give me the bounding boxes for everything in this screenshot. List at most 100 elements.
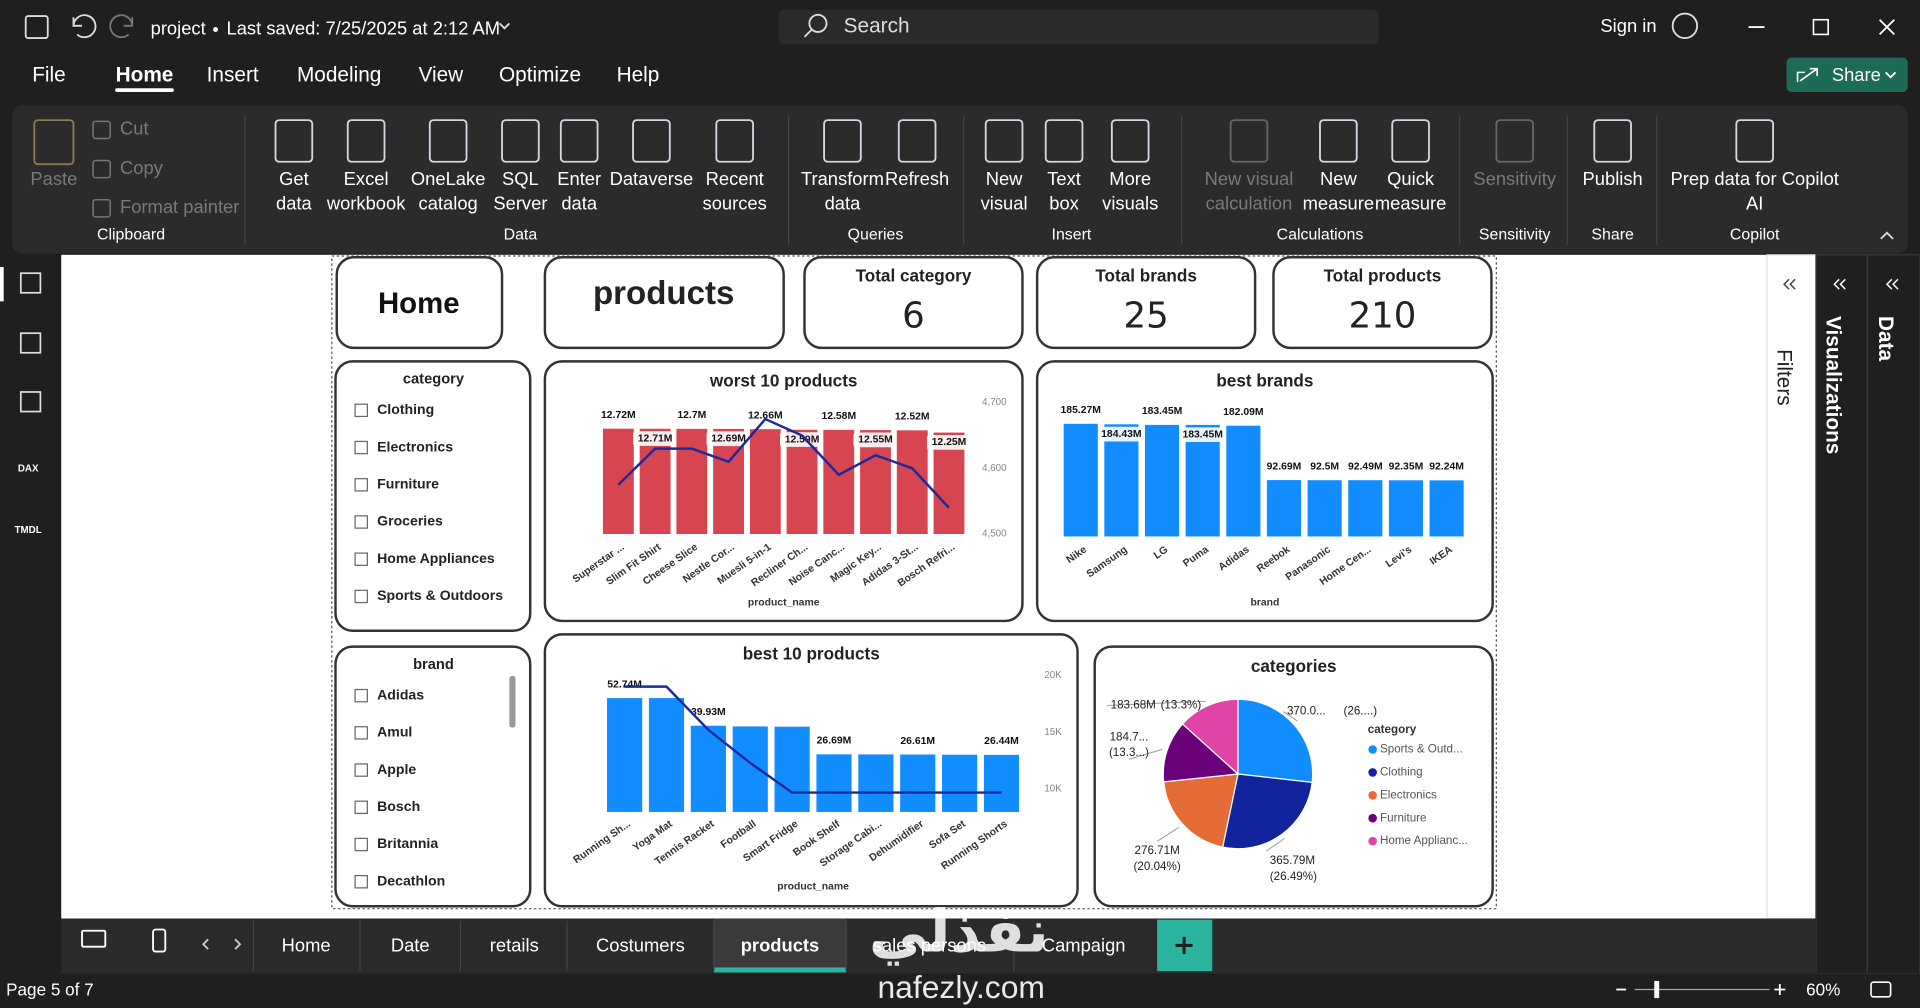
active-tab[interactable] (713, 918, 847, 974)
ribbon-button-label[interactable]: Format painter (120, 196, 239, 217)
ribbon-icon[interactable] (346, 119, 386, 163)
ribbon-button-label[interactable]: SQL (502, 168, 539, 189)
ribbon-button-label[interactable]: Prep data for Copilot (1670, 168, 1838, 189)
share-button[interactable] (1786, 57, 1908, 92)
ribbon-icon[interactable] (823, 119, 862, 163)
home-button[interactable] (335, 256, 504, 350)
ribbon-button-label[interactable]: Refresh (885, 168, 949, 189)
ribbon-button-label[interactable]: New (986, 168, 1023, 189)
slicer-checkbox[interactable] (354, 589, 368, 604)
menu-tab[interactable]: Insert (207, 64, 259, 87)
ribbon-small-icon[interactable] (92, 120, 111, 140)
desktop-view-icon[interactable] (81, 929, 107, 948)
ribbon-icon[interactable] (501, 119, 540, 163)
ribbon-small-icon[interactable] (92, 198, 111, 218)
ribbon-button-label[interactable]: sources (703, 192, 767, 213)
slicer-checkbox[interactable] (354, 837, 368, 852)
ribbon-icon[interactable] (715, 119, 754, 163)
slicer-item[interactable]: Decathlon (377, 872, 445, 888)
ribbon-button-label[interactable]: Cut (120, 118, 149, 139)
ribbon-button-label[interactable]: Excel (344, 168, 389, 189)
menu-tab[interactable]: Optimize (499, 64, 581, 87)
slicer-checkbox[interactable] (354, 403, 368, 418)
ribbon-button-label[interactable]: Get (279, 168, 309, 189)
ribbon-button-label[interactable]: data (276, 192, 313, 213)
zoom-thumb[interactable] (1654, 980, 1660, 999)
slicer-item[interactable]: Sports & Outdoors (377, 587, 503, 603)
ribbon-button-label[interactable]: box (1049, 192, 1079, 213)
mobile-view-icon[interactable] (152, 928, 167, 953)
search-box[interactable] (778, 9, 1379, 45)
slicer-item[interactable]: Groceries (377, 513, 443, 529)
ribbon-button-label[interactable]: catalog (419, 192, 478, 213)
legend-label[interactable]: Home Applianc... (1380, 834, 1468, 847)
ribbon-icon[interactable] (1735, 119, 1774, 163)
ribbon-button-label[interactable]: Server (493, 192, 547, 213)
ribbon-button-label[interactable]: New (1320, 168, 1357, 189)
sign-in[interactable]: Sign in (1600, 15, 1656, 36)
ribbon-button-label[interactable]: Paste (30, 168, 77, 189)
menu-tab[interactable]: Home (116, 64, 174, 87)
maximize[interactable] (1812, 18, 1829, 36)
nav-icon[interactable] (19, 391, 42, 413)
nav-icon[interactable] (19, 272, 42, 294)
page-tab[interactable]: Campaign (1042, 934, 1126, 955)
nav-icon-label[interactable]: TMDL (15, 525, 42, 536)
ribbon-icon[interactable] (428, 119, 468, 163)
ribbon-icon[interactable] (1593, 119, 1632, 163)
legend-label[interactable]: Electronics (1380, 788, 1437, 801)
page-tab[interactable]: sales persons (873, 934, 986, 955)
slicer-checkbox[interactable] (354, 800, 368, 815)
ribbon-icon[interactable] (274, 119, 314, 163)
ribbon-button-label[interactable]: Dataverse (610, 168, 694, 189)
menu-tab[interactable]: Modeling (297, 64, 381, 87)
ribbon-button-label[interactable]: Recent (706, 168, 764, 189)
ribbon-icon[interactable] (1229, 119, 1269, 163)
slicer-checkbox[interactable] (354, 726, 368, 740)
ribbon-small-icon[interactable] (92, 159, 111, 179)
page-tab[interactable]: Home (282, 934, 331, 955)
slicer-checkbox[interactable] (354, 552, 368, 566)
nav-icon-label[interactable]: DAX (18, 464, 39, 475)
slicer-checkbox[interactable] (354, 515, 368, 529)
ribbon-icon[interactable] (33, 119, 75, 166)
data-pane-title[interactable]: Data (1874, 316, 1897, 362)
slicer-checkbox[interactable] (354, 875, 368, 889)
ribbon-button-label[interactable]: Quick (1387, 168, 1435, 189)
slicer-item[interactable]: Home Appliances (377, 550, 495, 566)
slicer-item[interactable]: Clothing (377, 401, 434, 417)
ribbon-icon[interactable] (1044, 119, 1084, 163)
fit-page-icon[interactable] (1870, 981, 1892, 998)
ribbon-button-label[interactable]: workbook (326, 192, 406, 213)
ribbon-button-label[interactable]: data (561, 192, 598, 213)
page-tab[interactable]: retails (490, 934, 539, 955)
ribbon-button-label[interactable]: measure (1303, 192, 1374, 213)
slicer-item[interactable]: Britannia (377, 835, 438, 851)
page-tab[interactable]: Date (391, 934, 430, 955)
ribbon-icon[interactable] (1495, 119, 1534, 163)
ribbon-icon[interactable] (984, 119, 1024, 163)
ribbon-icon[interactable] (559, 119, 599, 163)
home-button-label[interactable]: Home (378, 287, 460, 320)
legend-label[interactable]: Sports & Outd... (1380, 743, 1463, 756)
nav-icon[interactable] (19, 332, 42, 354)
slicer-item[interactable]: Amul (377, 724, 412, 740)
ribbon-button-label[interactable]: Text (1047, 168, 1081, 189)
ribbon-button-label[interactable]: data (825, 192, 862, 213)
slicer-item[interactable]: Bosch (377, 798, 420, 814)
menu-tab[interactable]: File (32, 64, 66, 87)
ribbon-button-label[interactable]: visual (981, 192, 1028, 213)
ribbon-button-label[interactable]: Copy (120, 157, 164, 178)
page-tab[interactable]: Costumers (596, 934, 685, 955)
filters-pane-title[interactable]: Filters (1772, 349, 1795, 406)
legend-label[interactable]: Clothing (1380, 765, 1423, 778)
ribbon-icon[interactable] (632, 119, 671, 163)
legend-label[interactable]: Furniture (1380, 811, 1427, 824)
slicer-item[interactable]: Furniture (377, 475, 439, 491)
ribbon-button-label[interactable]: visuals (1102, 192, 1158, 213)
ribbon-button-label[interactable]: Enter (557, 168, 601, 189)
slicer-item[interactable]: Electronics (377, 438, 453, 454)
ribbon-button-label[interactable]: Publish (1583, 168, 1643, 189)
ribbon-button-label[interactable]: OneLake (411, 168, 486, 189)
ribbon-icon[interactable] (1110, 119, 1150, 163)
